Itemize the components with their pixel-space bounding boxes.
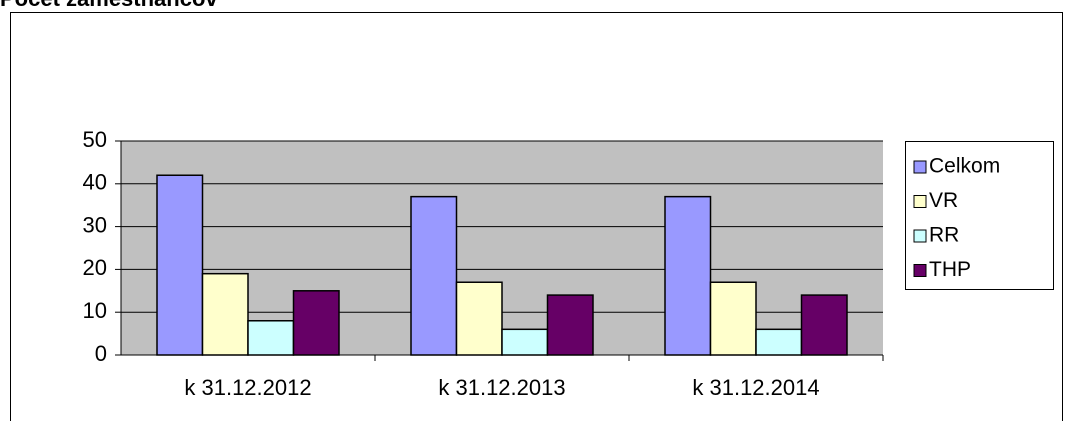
- y-tick-label: 0: [95, 341, 107, 366]
- legend-swatch: [913, 264, 927, 277]
- bar: [410, 195, 458, 356]
- x-tick-label: k 31.12.2012: [184, 375, 311, 400]
- legend-label: RR: [929, 224, 959, 247]
- bar: [755, 328, 803, 356]
- bar: [292, 290, 340, 356]
- bar: [501, 328, 549, 356]
- y-tick-label: 50: [83, 127, 107, 152]
- bar: [201, 272, 249, 356]
- legend-label: THP: [929, 258, 971, 281]
- bar: [156, 174, 204, 356]
- legend-swatch: [913, 229, 927, 243]
- bar: [546, 294, 594, 356]
- legend-label: VR: [929, 189, 958, 212]
- x-tick-label: k 31.12.2014: [692, 375, 819, 400]
- x-tick-label: k 31.12.2013: [438, 375, 565, 400]
- y-tick-label: 30: [83, 212, 107, 237]
- legend-swatch: [913, 195, 927, 208]
- y-tick-label: 40: [83, 170, 107, 195]
- legend-box: [905, 141, 1054, 290]
- bar: [800, 294, 848, 356]
- bar: [709, 281, 757, 356]
- y-tick-label: 10: [83, 298, 107, 323]
- chart-title: Počet zamestnancov: [0, 0, 218, 11]
- y-tick-label: 20: [83, 255, 107, 280]
- bar: [455, 281, 503, 356]
- bar: [247, 320, 295, 356]
- legend-label: Celkom: [929, 155, 1000, 178]
- bar: [664, 195, 712, 356]
- legend-swatch: [913, 160, 927, 174]
